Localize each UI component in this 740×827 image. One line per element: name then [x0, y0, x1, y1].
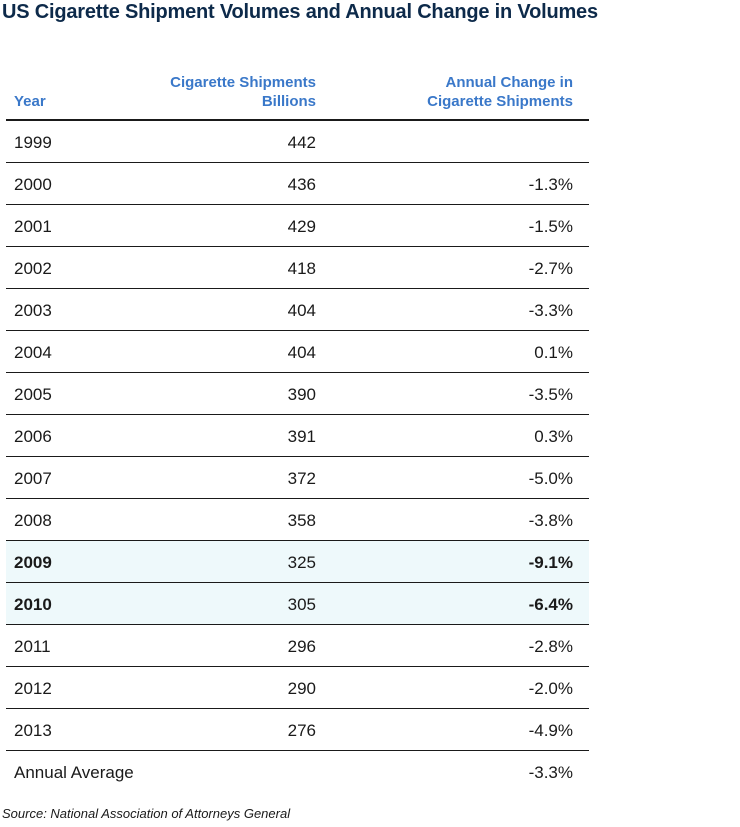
shipments-cell: 404 — [287, 301, 316, 320]
year-cell: Annual Average — [14, 763, 134, 782]
header-divider — [6, 119, 589, 121]
change-cell: -2.8% — [528, 637, 573, 656]
table-row-average: Annual Average -3.3% — [6, 751, 589, 793]
change-cell: -4.9% — [528, 721, 573, 740]
shipments-cell: 358 — [287, 511, 316, 530]
shipments-cell: 296 — [287, 637, 316, 656]
table-row: 2011 296 -2.8% — [6, 625, 589, 667]
year-cell: 2013 — [14, 721, 52, 740]
table-row: 2000 436 -1.3% — [6, 163, 589, 205]
change-cell: -3.5% — [528, 385, 573, 404]
column-header-change: Annual Change in Cigarette Shipments — [340, 73, 573, 111]
year-cell: 2011 — [14, 637, 51, 656]
shipments-cell: 436 — [287, 175, 316, 194]
shipments-cell: 390 — [287, 385, 316, 404]
table-row: 2005 390 -3.5% — [6, 373, 589, 415]
shipments-cell: 305 — [287, 595, 316, 614]
shipments-cell: 391 — [287, 427, 316, 446]
year-cell: 2005 — [14, 385, 52, 404]
chart-title: US Cigarette Shipment Volumes and Annual… — [2, 1, 598, 23]
shipments-cell: 325 — [287, 553, 316, 572]
change-cell: 0.3% — [534, 427, 573, 446]
shipments-cell: 442 — [287, 133, 316, 152]
year-cell: 2007 — [14, 469, 52, 488]
shipments-cell: 290 — [287, 679, 316, 698]
year-cell: 2003 — [14, 301, 52, 320]
table-row: 2001 429 -1.5% — [6, 205, 589, 247]
year-cell: 2010 — [14, 595, 52, 614]
table-row: 2010 305 -6.4% — [6, 583, 589, 625]
source-note: Source: National Association of Attorney… — [2, 806, 291, 821]
change-cell: -3.8% — [528, 511, 573, 530]
shipments-cell: 372 — [287, 469, 316, 488]
column-header-shipments-line1: Cigarette Shipments — [170, 74, 316, 91]
year-cell: 2006 — [14, 427, 52, 446]
table-row: 2013 276 -4.9% — [6, 709, 589, 751]
column-header-change-line2: Cigarette Shipments — [427, 93, 573, 110]
year-cell: 2000 — [14, 175, 52, 194]
table-row: 2002 418 -2.7% — [6, 247, 589, 289]
column-header-change-line1: Annual Change in — [445, 74, 574, 91]
year-cell: 2008 — [14, 511, 52, 530]
year-cell: 2001 — [14, 217, 52, 236]
shipments-cell: 404 — [287, 343, 316, 362]
table-row: 2009 325 -9.1% — [6, 541, 589, 583]
year-cell: 2012 — [14, 679, 52, 698]
change-cell: -9.1% — [528, 553, 573, 572]
column-header-year: Year — [14, 93, 46, 110]
year-cell: 2002 — [14, 259, 52, 278]
table-body: 1999 442 2000 436 -1.3% 2001 429 -1.5% 2002 418 -2… — [6, 121, 589, 793]
change-cell: -2.7% — [528, 259, 573, 278]
table-row: 2007 372 -5.0% — [6, 457, 589, 499]
year-cell: 1999 — [14, 133, 52, 152]
column-header-shipments-line2: Billions — [261, 93, 316, 110]
change-cell: -1.5% — [528, 217, 573, 236]
change-cell: -3.3% — [528, 763, 573, 782]
table-row: 2006 391 0.3% — [6, 415, 589, 457]
table-row: 2004 404 0.1% — [6, 331, 589, 373]
change-cell: -1.3% — [528, 175, 573, 194]
shipments-cell: 429 — [287, 217, 316, 236]
change-cell: 0.1% — [534, 343, 573, 362]
shipments-cell: 276 — [287, 721, 316, 740]
table-row: 2008 358 -3.8% — [6, 499, 589, 541]
year-cell: 2004 — [14, 343, 52, 362]
change-cell: -6.4% — [528, 595, 573, 614]
table-row: 2012 290 -2.0% — [6, 667, 589, 709]
shipments-cell: 418 — [287, 259, 316, 278]
change-cell: -2.0% — [528, 679, 573, 698]
change-cell: -3.3% — [528, 301, 573, 320]
table-row: 1999 442 — [6, 121, 589, 163]
column-header-shipments: Cigarette Shipments Billions — [120, 73, 316, 111]
change-cell: -5.0% — [528, 469, 573, 488]
year-cell: 2009 — [14, 553, 52, 572]
table-row: 2003 404 -3.3% — [6, 289, 589, 331]
